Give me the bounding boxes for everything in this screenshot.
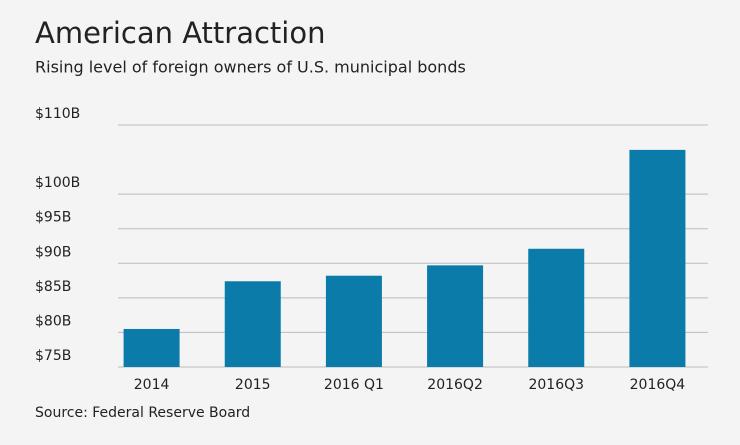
bar xyxy=(427,265,484,367)
y-tick-label: $80B xyxy=(35,313,71,329)
bar xyxy=(325,275,382,367)
bar xyxy=(224,281,281,367)
chart-title: American Attraction xyxy=(35,16,325,50)
x-tick-label: 2016 Q1 xyxy=(324,377,384,393)
x-tick-label: 2015 xyxy=(235,377,271,393)
bar xyxy=(123,328,180,367)
y-tick-label: $85B xyxy=(35,279,71,295)
x-tick-label: 2016Q4 xyxy=(630,377,686,393)
y-tick-label: $75B xyxy=(35,348,71,364)
x-tick-label: 2016Q3 xyxy=(528,377,584,393)
x-tick-label: 2014 xyxy=(134,377,170,393)
y-tick-label: $95B xyxy=(35,210,71,226)
y-tick-label: $110B xyxy=(35,106,80,122)
x-tick-label: 2016Q2 xyxy=(427,377,483,393)
bar xyxy=(629,149,686,367)
y-tick-label: $90B xyxy=(35,244,71,260)
y-tick-label: $100B xyxy=(35,175,80,191)
bar xyxy=(528,248,585,367)
chart-subtitle: Rising level of foreign owners of U.S. m… xyxy=(35,58,466,77)
source: Source: Federal Reserve Board xyxy=(35,405,250,421)
